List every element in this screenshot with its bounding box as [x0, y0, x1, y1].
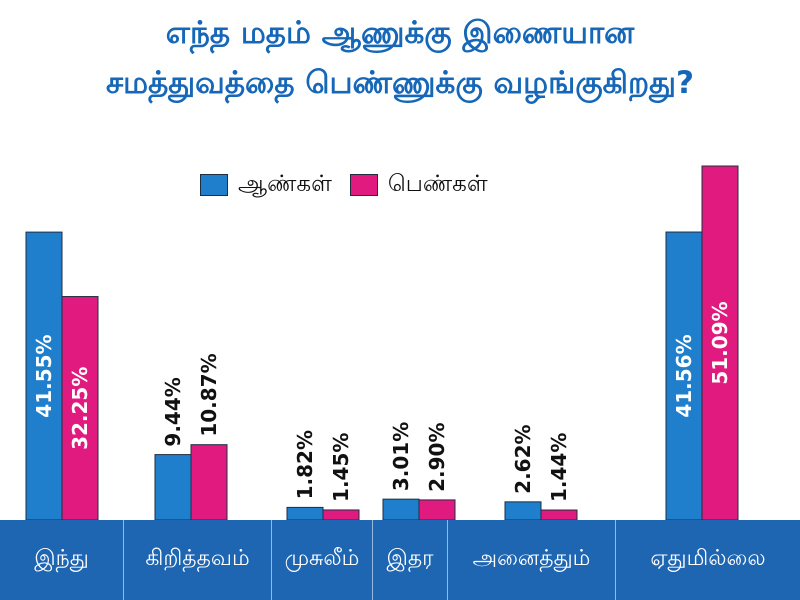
- data-label-other-women: 2.90%: [425, 423, 449, 492]
- legend-label-women: பெண்கள்: [387, 170, 488, 197]
- chart-title: எந்த மதம் ஆணுக்கு இணையான சமத்துவத்தை பெண…: [0, 8, 800, 108]
- data-label-hindu-men: 41.55%: [32, 334, 56, 417]
- bar-hindu-women: [61, 296, 99, 521]
- data-label-christianity-men: 9.44%: [161, 377, 185, 446]
- data-label-muslim-women: 1.45%: [329, 433, 353, 502]
- category-label-all: அனைத்தும்: [472, 546, 591, 571]
- data-label-all-women: 1.44%: [547, 433, 571, 502]
- bar-other-men: [382, 498, 420, 521]
- legend: ஆண்கள் பெண்கள்: [200, 170, 488, 200]
- bar-other-women: [418, 499, 456, 521]
- category-cell-muslim: முசுலீம்: [272, 520, 373, 600]
- bar-muslim-women: [322, 509, 360, 521]
- category-axis: இந்து கிறித்தவம் முசுலீம் இதர அனைத்தும் …: [0, 520, 800, 600]
- bar-christianity-men: [154, 454, 192, 521]
- legend-label-men: ஆண்கள்: [238, 170, 332, 197]
- bar-all-men: [504, 501, 542, 521]
- data-label-other-men: 3.01%: [389, 422, 413, 491]
- bar-christianity-women: [190, 444, 228, 521]
- category-cell-christianity: கிறித்தவம்: [124, 520, 272, 600]
- title-line-2: சமத்துவத்தை பெண்ணுக்கு வழங்குகிறது?: [105, 65, 694, 101]
- legend-swatch-men: [200, 174, 228, 196]
- category-label-hindu: இந்து: [34, 546, 89, 571]
- category-cell-none: ஏதுமில்லை: [616, 520, 800, 600]
- category-label-muslim: முசுலீம்: [284, 546, 360, 571]
- bar-none-women: [701, 165, 739, 521]
- data-label-hindu-women: 32.25%: [68, 367, 92, 450]
- category-label-none: ஏதுமில்லை: [650, 546, 766, 571]
- data-label-all-men: 2.62%: [511, 424, 535, 493]
- legend-swatch-women: [349, 174, 378, 196]
- data-label-christianity-women: 10.87%: [197, 353, 221, 436]
- bar-hindu-men: [25, 231, 63, 521]
- bar-none-men: [665, 231, 703, 521]
- data-label-none-women: 51.09%: [708, 301, 732, 384]
- category-label-other: இதர: [386, 546, 434, 571]
- category-label-christianity: கிறித்தவம்: [145, 546, 250, 571]
- category-cell-hindu: இந்து: [0, 520, 124, 600]
- category-cell-all: அனைத்தும்: [448, 520, 616, 600]
- title-line-1: எந்த மதம் ஆணுக்கு இணையான: [165, 15, 635, 51]
- legend-item-men: ஆண்கள்: [200, 171, 332, 200]
- legend-item-women: பெண்கள்: [349, 170, 488, 200]
- data-label-none-men: 41.56%: [672, 334, 696, 417]
- data-label-muslim-men: 1.82%: [293, 430, 317, 499]
- bar-all-women: [540, 509, 578, 521]
- bar-muslim-men: [286, 506, 324, 521]
- category-cell-other: இதர: [373, 520, 448, 600]
